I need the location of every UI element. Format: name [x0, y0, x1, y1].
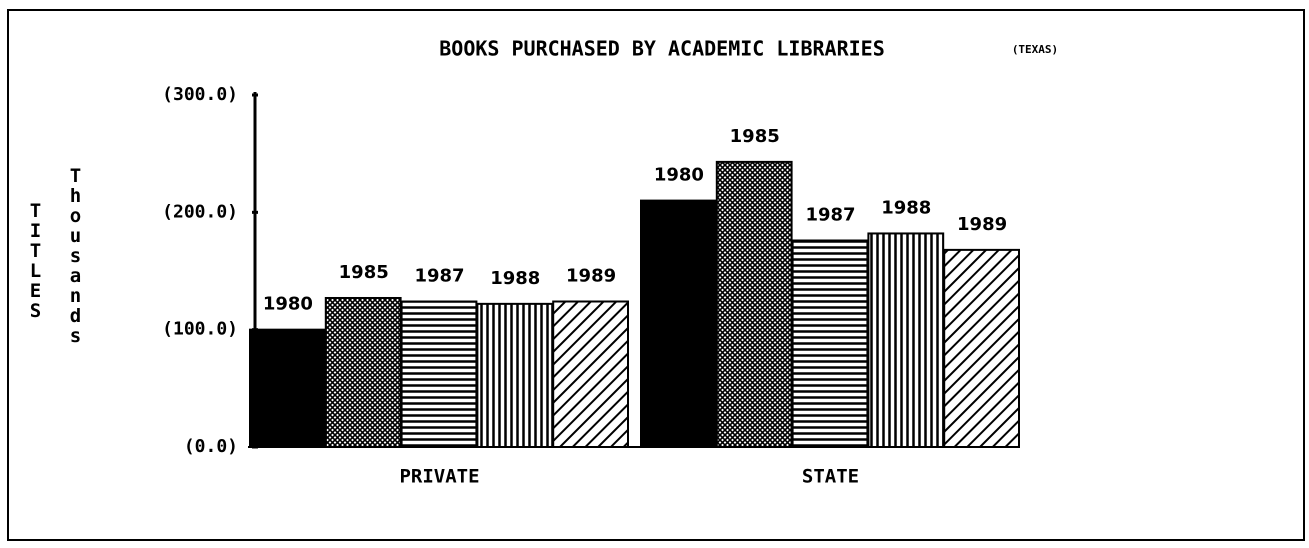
bar: [791, 239, 869, 448]
bar: [400, 300, 478, 448]
y-axis-label: TITLES: [25, 200, 47, 320]
bar-label: 1989: [566, 266, 616, 287]
bar: [943, 248, 1021, 448]
bar: [867, 232, 945, 448]
bar-label: 1987: [414, 266, 464, 287]
y-tick-label: (100.0): [162, 319, 238, 340]
bar-label: 1980: [263, 294, 313, 315]
x-tick-label: STATE: [802, 466, 859, 488]
chart-title: BOOKS PURCHASED BY ACADEMIC LIBRARIES: [439, 37, 885, 61]
bar: [476, 302, 554, 448]
y-tick-label: (300.0): [162, 84, 238, 105]
bar-label: 1985: [730, 126, 780, 147]
bar-label: 1988: [490, 268, 540, 289]
y-axis-label-units: Thousands: [65, 165, 87, 345]
bar: [640, 199, 717, 448]
bar-label: 1980: [654, 165, 704, 186]
bar-label: 1989: [957, 214, 1007, 235]
bar-label: 1988: [881, 197, 931, 218]
chart-subtitle: (TEXAS): [1012, 43, 1058, 56]
bar: [249, 328, 326, 448]
x-tick-label: PRIVATE: [399, 466, 479, 488]
bar-label: 1985: [339, 262, 389, 283]
frame: [7, 9, 1305, 541]
bar: [715, 160, 793, 448]
bar: [552, 300, 630, 448]
bar-label: 1987: [805, 204, 855, 225]
bar: [324, 296, 402, 448]
y-tick-label: (200.0): [162, 201, 238, 222]
y-tick-label: (0.0): [184, 436, 238, 457]
